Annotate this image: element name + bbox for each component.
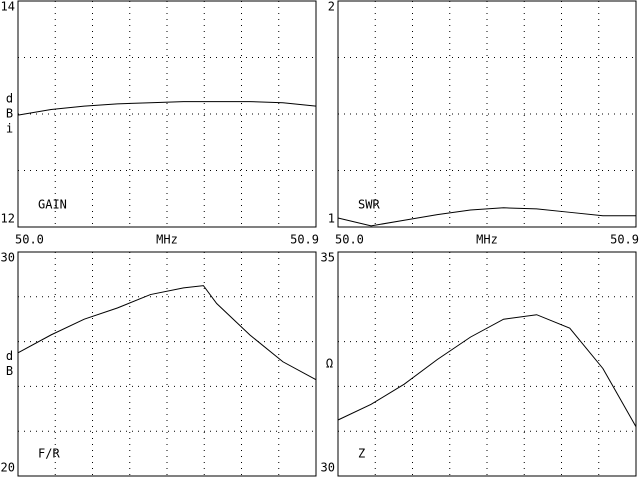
panel-annotation: SWR <box>358 198 380 212</box>
y-axis-label: dB <box>3 349 17 379</box>
curve <box>337 207 636 227</box>
y-tick-label: 30 <box>1 251 15 265</box>
plot-frame <box>17 251 317 477</box>
y-axis-label: Ω <box>323 357 337 372</box>
y-tick-label: 14 <box>1 0 15 14</box>
curve <box>337 314 637 427</box>
panel-annotation: Z <box>358 447 365 461</box>
panel-annotation: F/R <box>38 447 60 461</box>
curve <box>17 101 317 116</box>
curve <box>17 285 317 381</box>
x-axis-label: MHz <box>476 233 498 247</box>
y-tick-label: 35 <box>321 251 335 265</box>
plot-frame <box>337 0 637 228</box>
x-tick-label: 50.0 <box>335 233 364 247</box>
y-tick-label: 2 <box>328 0 335 14</box>
y-tick-label: 20 <box>1 461 15 475</box>
y-tick-label: 30 <box>321 461 335 475</box>
plot-frame <box>337 251 637 477</box>
y-axis-label: dBi <box>3 92 17 137</box>
plot-frame <box>17 0 317 228</box>
x-tick-label: 50.9 <box>610 233 639 247</box>
x-tick-label: 50.0 <box>15 233 44 247</box>
y-tick-label: 1 <box>328 212 335 226</box>
panel-annotation: GAIN <box>38 198 67 212</box>
y-tick-label: 12 <box>1 212 15 226</box>
x-axis-label: MHz <box>156 233 178 247</box>
x-tick-label: 50.9 <box>290 233 319 247</box>
